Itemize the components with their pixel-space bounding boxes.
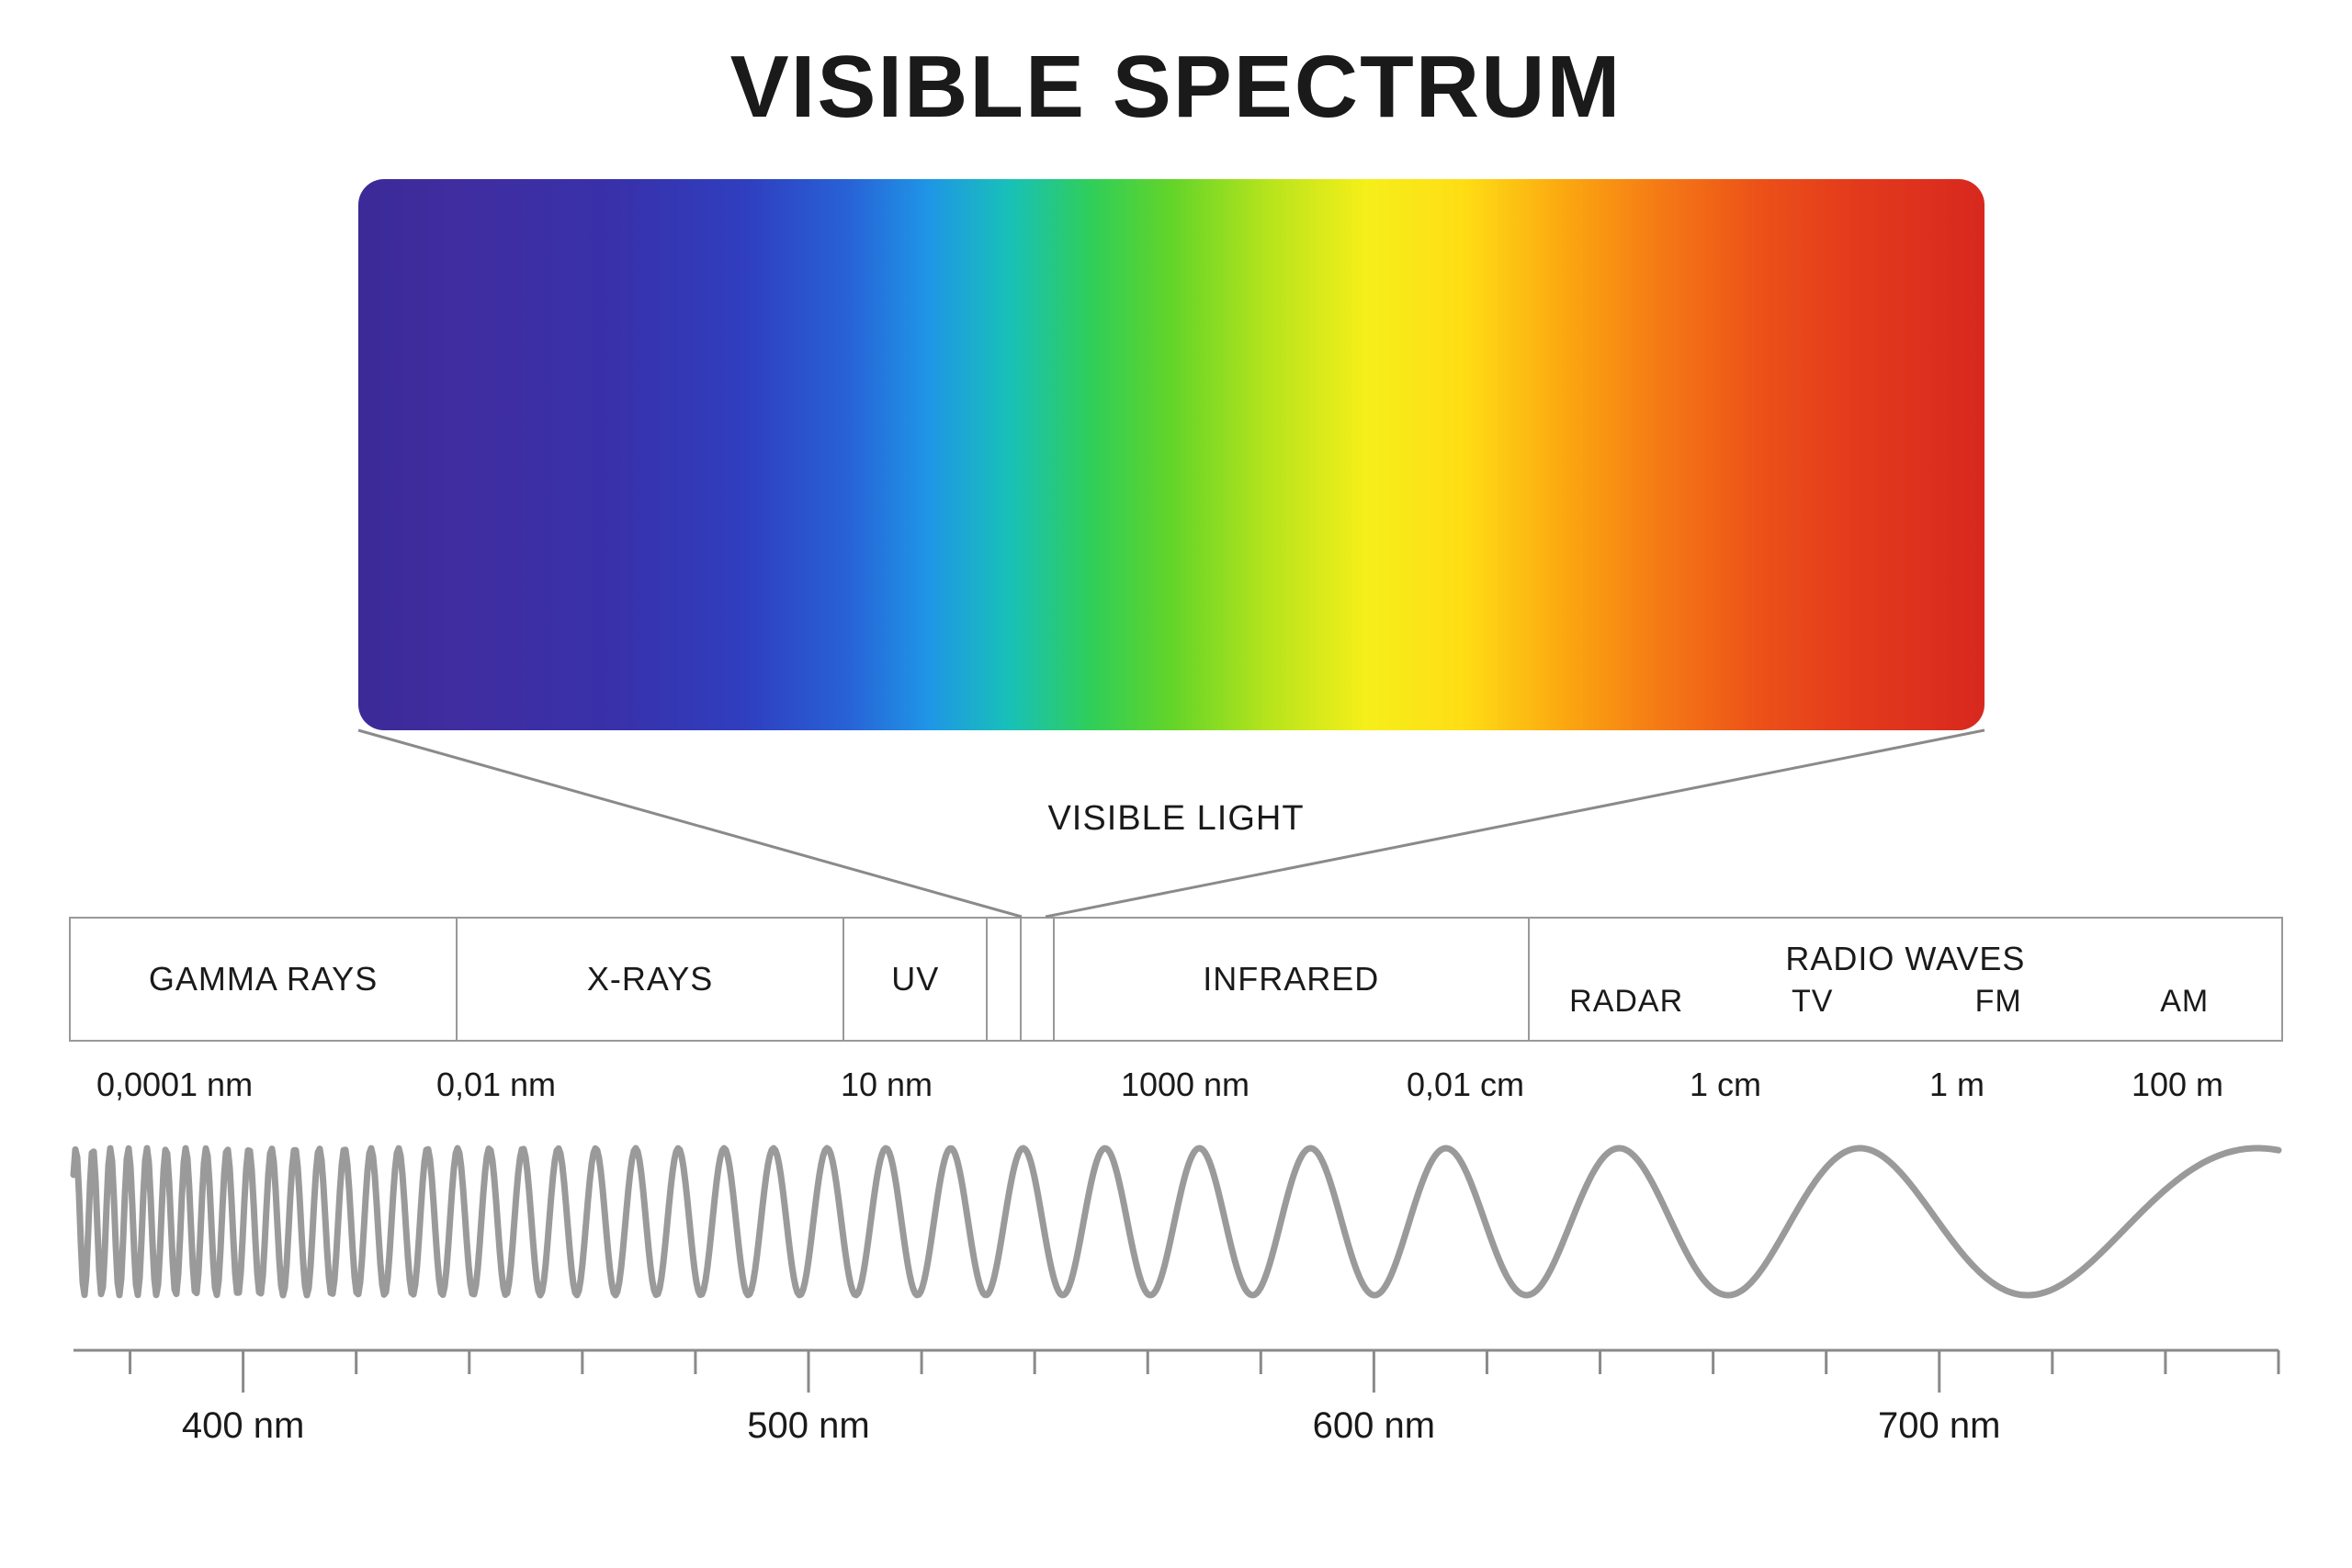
nm-axis-tick-label: 500 nm (747, 1405, 869, 1447)
em-segment-label: RADIO WAVES (1785, 940, 2025, 978)
em-subsegment: FM (1905, 984, 2092, 1020)
wavelength-scale-label: 0,01 cm (1407, 1066, 1524, 1104)
page-root: VISIBLE SPECTRUM VISIBLE LIGHT GAMMA RAY… (0, 0, 2352, 1568)
em-segment-ir: INFRARED (1055, 919, 1530, 1040)
wavelength-scale-label: 0,0001 nm (96, 1066, 253, 1104)
em-segment-visible2 (1022, 919, 1055, 1040)
chirp-wave (74, 1148, 2278, 1295)
nm-axis-tick-label: 700 nm (1878, 1405, 2000, 1447)
wavelength-scale-label: 100 m (2132, 1066, 2223, 1104)
nm-axis-tick-label: 400 nm (182, 1405, 304, 1447)
em-segment-xray: X-RAYS (458, 919, 844, 1040)
em-subsegment: TV (1719, 984, 1905, 1020)
wavelength-scale-label: 10 nm (841, 1066, 933, 1104)
wavelength-scale-label: 1 m (1929, 1066, 1984, 1104)
wavelength-scale-label: 0,01 nm (436, 1066, 556, 1104)
em-segment-gamma: GAMMA RAYS (71, 919, 458, 1040)
wavelength-scale-label: 1000 nm (1121, 1066, 1250, 1104)
em-subsegment: RADAR (1533, 984, 1720, 1020)
em-spectrum-table: GAMMA RAYSX-RAYSUVINFRAREDRADIO WAVESRAD… (69, 917, 2283, 1042)
wavelength-scale-label: 1 cm (1690, 1066, 1761, 1104)
em-subsegment: AM (2091, 984, 2278, 1020)
em-subsegments: RADARTVFMAM (1533, 984, 2278, 1020)
em-segment-radio: RADIO WAVES RADARTVFMAM (1530, 919, 2281, 1040)
page-title: VISIBLE SPECTRUM (0, 37, 2352, 138)
em-segment-visible (988, 919, 1021, 1040)
visible-light-label: VISIBLE LIGHT (0, 799, 2352, 839)
em-segment-uv: UV (844, 919, 988, 1040)
nm-axis-tick-label: 600 nm (1313, 1405, 1435, 1447)
visible-spectrum-band (358, 179, 1984, 730)
